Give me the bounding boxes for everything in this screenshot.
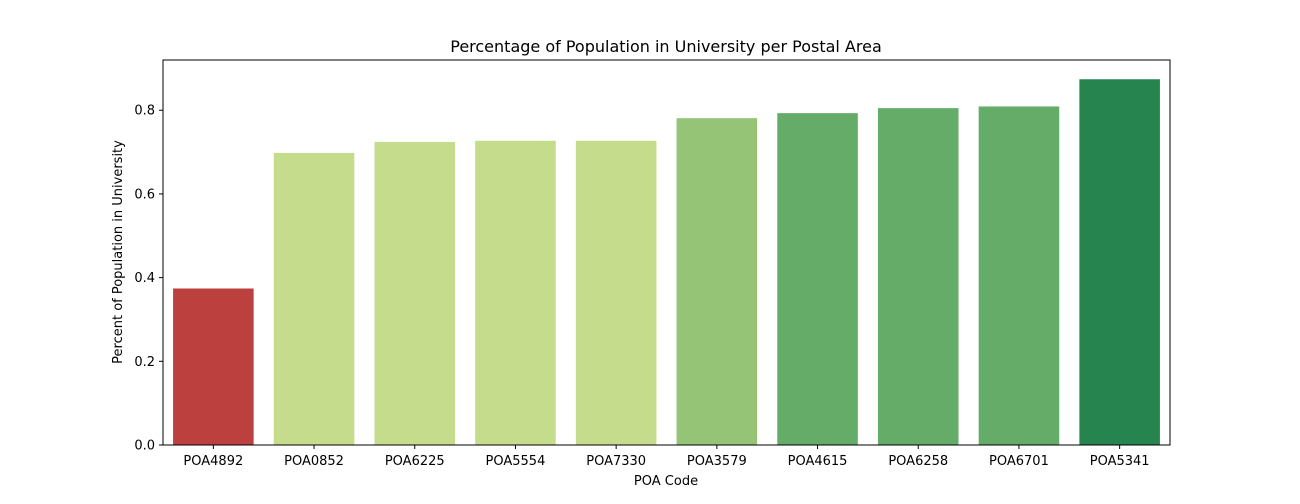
bar-poa4892 [173, 288, 254, 445]
x-tick-label: POA6225 [385, 454, 445, 469]
y-tick-label: 0.6 [134, 187, 155, 202]
bar-poa6225 [374, 142, 456, 445]
x-tick-label: POA4892 [183, 454, 243, 469]
bar-poa6701 [978, 106, 1060, 445]
bar-poa3579 [676, 118, 758, 446]
y-tick-label: 0.2 [134, 355, 155, 370]
y-tick-label: 0.4 [134, 271, 155, 286]
x-tick-label: POA6258 [888, 454, 948, 469]
bar-poa6258 [877, 108, 959, 446]
y-axis-label: Percent of Population in University [111, 140, 126, 364]
y-tick-label: 0.8 [134, 104, 155, 119]
x-axis-label: POA Code [634, 474, 698, 489]
bar-poa5554 [475, 140, 556, 445]
y-tick-label: 0.0 [134, 439, 155, 454]
x-tick-label: POA7330 [586, 454, 646, 469]
bar-poa5341 [1079, 79, 1160, 445]
bar-poa7330 [575, 140, 657, 445]
bar-poa0852 [273, 152, 355, 445]
chart-title: Percentage of Population in University p… [450, 37, 882, 56]
x-tick-label: POA5341 [1090, 454, 1150, 469]
plot-frame [162, 59, 1171, 446]
x-tick-label: POA6701 [989, 454, 1049, 469]
x-tick-label: POA5554 [486, 454, 546, 469]
bar-poa4615 [777, 113, 858, 446]
y-axis: 0.0 0.2 0.4 0.6 0.8 [134, 104, 163, 454]
x-tick-label: POA3579 [687, 454, 747, 469]
x-tick-label: POA4615 [788, 454, 848, 469]
bars-group [173, 79, 1160, 446]
x-axis: POA4892 POA0852 POA6225 POA5554 POA7330 POA35… [183, 445, 1150, 469]
x-tick-label: POA0852 [284, 454, 344, 469]
